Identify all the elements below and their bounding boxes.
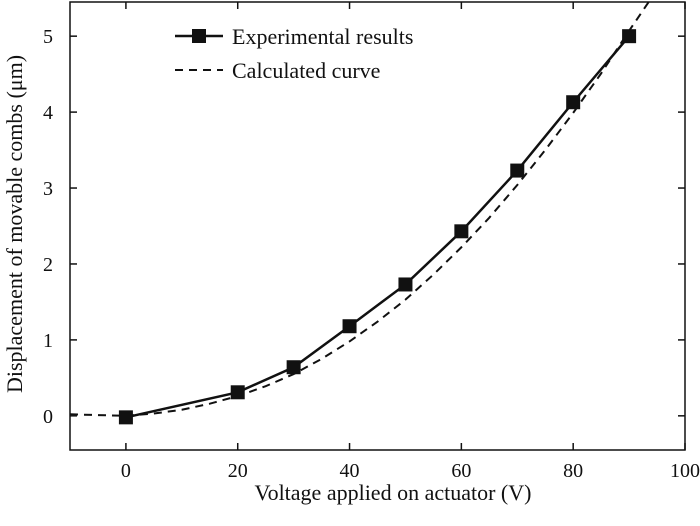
plot-area: [69, 1, 650, 425]
x-axis-title: Voltage applied on actuator (V): [255, 480, 532, 505]
x-tick-label: 40: [340, 460, 360, 482]
x-tick-label: 60: [451, 460, 471, 482]
legend: Experimental results Calculated curve: [175, 24, 413, 83]
y-tick-label: 2: [43, 254, 53, 276]
plot-frame: [69, 1, 686, 451]
x-tick-label: 100: [670, 460, 700, 482]
series-experimental-line: [125, 35, 631, 419]
series-experimental-point: [118, 410, 133, 425]
y-tick-label: 0: [43, 406, 53, 428]
series-experimental-point: [398, 277, 413, 292]
y-tick-label: 4: [43, 102, 53, 124]
legend-label-calculated: Calculated curve: [232, 58, 380, 83]
series-experimental-point: [622, 29, 637, 44]
axes: 0 20 40 60 80 100 0 1 2 3 4 5: [43, 1, 700, 482]
series-experimental-point: [342, 319, 357, 334]
series-experimental-point: [230, 385, 245, 400]
series-experimental-point: [510, 163, 525, 178]
y-tick-label: 1: [43, 330, 53, 352]
x-tick-label: 20: [228, 460, 248, 482]
legend-swatch-experimental-marker: [192, 29, 206, 43]
series-experimental-point: [454, 224, 469, 239]
x-tick-label: 0: [121, 460, 131, 482]
legend-label-experimental: Experimental results: [232, 24, 413, 49]
y-axis-title: Displacement of movable combs (μm): [2, 55, 27, 393]
series-calculated-line: [69, 1, 650, 417]
y-tick-label: 3: [43, 178, 53, 200]
y-tick-label: 5: [43, 26, 53, 48]
series-experimental-point: [286, 360, 301, 375]
x-tick-label: 80: [563, 460, 583, 482]
series-experimental-point: [566, 95, 581, 110]
